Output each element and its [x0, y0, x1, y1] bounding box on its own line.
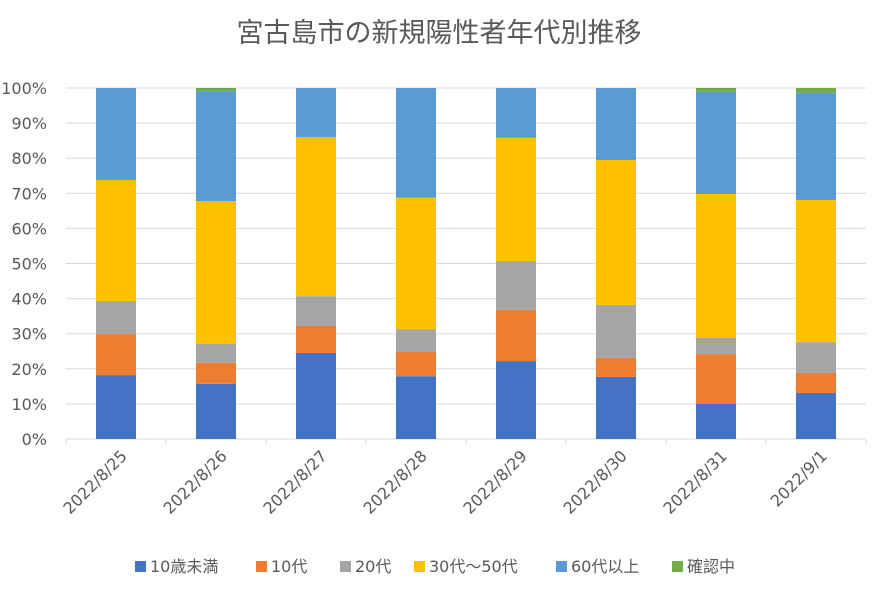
bar-segment	[496, 137, 536, 262]
legend-swatch	[135, 561, 146, 572]
bar-segment	[696, 194, 736, 338]
bar-segment	[396, 88, 436, 198]
bar-segment	[196, 201, 236, 344]
x-tick-label: 2022/8/28	[359, 446, 430, 517]
bar-segment	[396, 351, 436, 377]
bar-segment	[196, 362, 236, 384]
y-tick-label: 50%	[11, 255, 47, 274]
bar-segment	[596, 376, 636, 439]
bar-segment	[296, 325, 336, 354]
x-tick-label: 2022/8/27	[259, 446, 330, 517]
bar-segment	[796, 393, 836, 439]
bar-segment	[196, 91, 236, 202]
bar-segment	[296, 88, 336, 138]
legend-label: 10代	[271, 557, 307, 576]
bar-segment	[796, 92, 836, 200]
x-tick-label: 2022/8/25	[59, 446, 130, 517]
bar-segment	[296, 353, 336, 439]
legend-item: 確認中	[672, 557, 735, 576]
y-tick-label: 10%	[11, 395, 47, 414]
legend-label: 30代～50代	[429, 557, 518, 576]
bar-segment	[796, 373, 836, 394]
legend-item: 10代	[256, 557, 307, 576]
bar-segment	[296, 296, 336, 326]
legend-item: 60代以上	[556, 557, 639, 576]
bar-segment	[596, 357, 636, 377]
bar-segment	[596, 304, 636, 358]
y-tick-label: 20%	[11, 360, 47, 379]
bar-segment	[196, 88, 236, 92]
y-tick-label: 30%	[11, 325, 47, 344]
bar-segment	[196, 343, 236, 363]
legend-label: 20代	[355, 557, 391, 576]
y-tick-label: 100%	[1, 79, 47, 98]
bar-segment	[496, 309, 536, 362]
legend-item: 30代～50代	[414, 557, 518, 576]
bar-segment	[496, 361, 536, 439]
legend-swatch	[414, 561, 425, 572]
y-tick-label: 80%	[11, 149, 47, 168]
bar-segment	[396, 376, 436, 439]
bar-segment	[696, 337, 736, 355]
bar-segment	[396, 329, 436, 352]
legend-swatch	[256, 561, 267, 572]
x-tick-label: 2022/9/1	[767, 446, 831, 510]
bar-segment	[296, 137, 336, 297]
bar-segment	[696, 354, 736, 404]
y-tick-label: 60%	[11, 219, 47, 238]
y-tick-label: 40%	[11, 290, 47, 309]
legend-label: 60代以上	[571, 557, 639, 576]
bar-segment	[796, 88, 836, 93]
bar-segment	[396, 197, 436, 330]
legend-item: 10歳未満	[135, 557, 218, 576]
x-tick-label: 2022/8/31	[659, 446, 730, 517]
legend-swatch	[340, 561, 351, 572]
y-tick-label: 0%	[22, 430, 47, 449]
bar-segment	[596, 159, 636, 305]
bar-segment	[96, 179, 136, 302]
bar-segment	[496, 88, 536, 138]
x-tick-label: 2022/8/29	[459, 446, 530, 517]
legend-swatch	[672, 561, 683, 572]
bar-segment	[96, 301, 136, 335]
y-tick-label: 90%	[11, 114, 47, 133]
legend-swatch	[556, 561, 567, 572]
legend-label: 10歳未満	[150, 557, 218, 576]
bar-segment	[696, 403, 736, 439]
bar-segment	[796, 199, 836, 343]
x-tick-label: 2022/8/26	[159, 446, 230, 517]
bar-segment	[496, 261, 536, 310]
bar-segment	[96, 88, 136, 180]
chart-title: 宮古島市の新規陽性者年代別推移	[237, 18, 642, 49]
x-tick-label: 2022/8/30	[559, 446, 630, 517]
bar-segment	[696, 91, 736, 195]
bar-segment	[196, 383, 236, 439]
bar-segment	[796, 342, 836, 374]
bar-segment	[596, 88, 636, 160]
bar-segment	[96, 375, 136, 439]
bar-segment	[696, 88, 736, 92]
legend-label: 確認中	[687, 557, 735, 576]
y-tick-label: 70%	[11, 184, 47, 203]
legend-item: 20代	[340, 557, 391, 576]
bar-segment	[96, 334, 136, 376]
